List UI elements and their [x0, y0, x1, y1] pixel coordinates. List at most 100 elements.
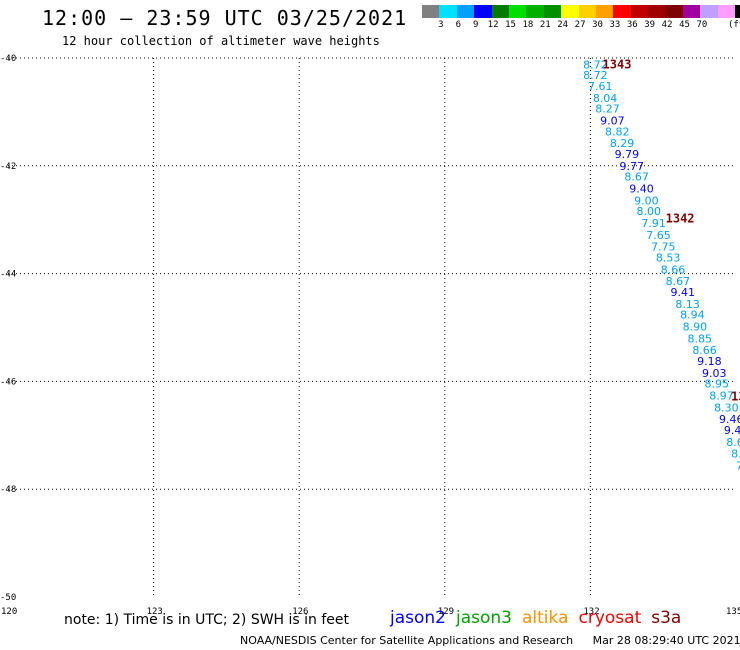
legend-unit-label: (ft) — [728, 20, 740, 30]
data-point-label: 9.00 — [634, 194, 659, 207]
legend-tick-label: 6 — [455, 20, 462, 30]
pass-number-label: 1342 — [666, 212, 695, 226]
data-point-label: 9.18 — [697, 355, 722, 368]
legend-tick-label: 15 — [505, 20, 516, 30]
satellite-legend-jason3: jason3 — [456, 608, 512, 628]
satellite-legend-cryosat: cryosat — [578, 608, 642, 628]
data-point-label: 9.03 — [702, 367, 727, 380]
color-scale-swatches — [422, 5, 740, 18]
pass-labels: 1343 1342 1341 — [603, 57, 740, 403]
legend-tick-label: 27 — [574, 20, 586, 30]
legend-swatch — [630, 5, 649, 18]
legend-tick-label: 39 — [644, 20, 656, 30]
legend-tick-label: 45 — [679, 20, 690, 30]
axis-tick-labels: 120 123 126 129 132 135 -40 -42 -44 -46 -48 -50 — [0, 54, 740, 617]
legend-swatch — [700, 5, 718, 18]
data-point-label: 8.69 — [726, 436, 740, 449]
data-points: 8.728.727.618.048.279.078.828.299.799.77… — [583, 58, 740, 472]
satellite-legend-altika: altika — [522, 608, 569, 628]
data-point-label: 9.77 — [620, 160, 645, 173]
legend-tick-label: 33 — [609, 20, 621, 30]
y-tick-label: -46 — [0, 377, 16, 387]
data-point-label: 8.72 — [583, 58, 608, 71]
data-point-label: 8.97 — [709, 389, 734, 402]
data-point-label: 8.53 — [656, 251, 681, 264]
legend-tick-label: 3 — [438, 20, 444, 30]
y-tick-label: -50 — [0, 593, 16, 603]
legend-swatch — [717, 5, 736, 18]
data-point-label: 8.30 — [714, 401, 739, 414]
x-tick-label: 120 — [1, 607, 17, 617]
legend-swatch — [526, 5, 544, 18]
legend-swatch — [561, 5, 579, 18]
x-tick-label: 123 — [147, 607, 163, 617]
legend-tick-label: 18 — [522, 20, 534, 30]
x-tick-label: 135 — [726, 607, 740, 617]
data-point-label: 8.13 — [675, 298, 700, 311]
data-point-label: 8.29 — [610, 137, 635, 150]
satellite-legend-jason2: jason2 — [390, 608, 446, 628]
legend-tick-label: 30 — [592, 20, 603, 30]
data-point-label: 9.41 — [670, 286, 695, 299]
y-tick-label: -48 — [0, 485, 16, 495]
data-point-label: 7.61 — [588, 80, 613, 93]
data-point-label: 8.27 — [595, 103, 620, 116]
pass-number-label: 1343 — [603, 57, 632, 71]
data-point-label: 9.07 — [600, 115, 625, 128]
legend-swatch — [491, 5, 509, 18]
legend-swatch — [543, 5, 562, 18]
legend-tick-label: 21 — [539, 20, 551, 30]
data-point-label: 8.00 — [637, 205, 662, 218]
footer-credit: NOAA/NESDIS Center for Satellite Applica… — [240, 634, 574, 647]
data-point-label: 7.23 — [736, 459, 740, 472]
footer: NOAA/NESDIS Center for Satellite Applica… — [240, 634, 740, 647]
data-point-label: 9.40 — [629, 182, 654, 195]
satellite-legend-s3a: s3a — [651, 608, 682, 628]
legend-tick-label: 12 — [487, 20, 499, 30]
legend-tick-label: 24 — [557, 20, 569, 30]
x-tick-label: 132 — [583, 607, 599, 617]
data-point-label: 8.66 — [692, 344, 717, 357]
legend-tick-label: 70 — [696, 20, 708, 30]
legend-tick-label: 42 — [661, 20, 673, 30]
data-point-label: 8.04 — [593, 92, 618, 105]
data-point-label: 8.72 — [583, 69, 608, 82]
data-point-label: 8.82 — [605, 125, 630, 138]
data-point-label: 8.67 — [666, 275, 691, 288]
legend-swatch — [682, 5, 701, 18]
units-note: note: 1) Time is in UTC; 2) SWH is in fe… — [64, 612, 350, 628]
data-point-label: 7.65 — [646, 229, 671, 242]
legend-tick-label: 9 — [472, 20, 479, 30]
data-point-label: 9.48 — [724, 424, 740, 437]
y-tick-label: -40 — [0, 54, 16, 64]
pass-number-label: 1341 — [731, 389, 740, 403]
data-point-label: 9.46 — [719, 413, 740, 426]
data-point-label: 8.94 — [680, 309, 705, 322]
data-point-label: 8.90 — [683, 320, 708, 333]
data-point-label: 7.75 — [651, 241, 676, 254]
data-point-label: 9.79 — [615, 148, 640, 161]
data-point-label: 7.91 — [641, 217, 666, 230]
legend-swatch — [508, 5, 527, 18]
chart-grid — [8, 57, 736, 597]
data-point-label: 8.95 — [704, 378, 729, 391]
legend-tick-label: 36 — [626, 20, 638, 30]
footer-timestamp: Mar 28 08:29:40 UTC 2021 — [592, 634, 740, 647]
legend-swatch — [595, 5, 614, 18]
legend-swatch — [613, 5, 631, 18]
y-tick-label: -42 — [0, 162, 16, 172]
data-point-label: 8.06 — [731, 448, 740, 461]
legend-swatch — [422, 5, 440, 18]
legend-swatch — [665, 5, 683, 18]
legend-swatch — [735, 5, 740, 18]
satellite-legend: jason2 jason3 altika cryosat s3a — [390, 608, 691, 628]
y-tick-label: -44 — [0, 270, 16, 280]
x-tick-label: 129 — [438, 607, 454, 617]
legend-swatch — [456, 5, 475, 18]
legend-swatch — [578, 5, 596, 18]
legend-swatch — [439, 5, 457, 18]
chart-subtitle: 12 hour collection of altimeter wave hei… — [62, 34, 380, 48]
chart-title: 12:00 – 23:59 UTC 03/25/2021 — [42, 6, 408, 30]
